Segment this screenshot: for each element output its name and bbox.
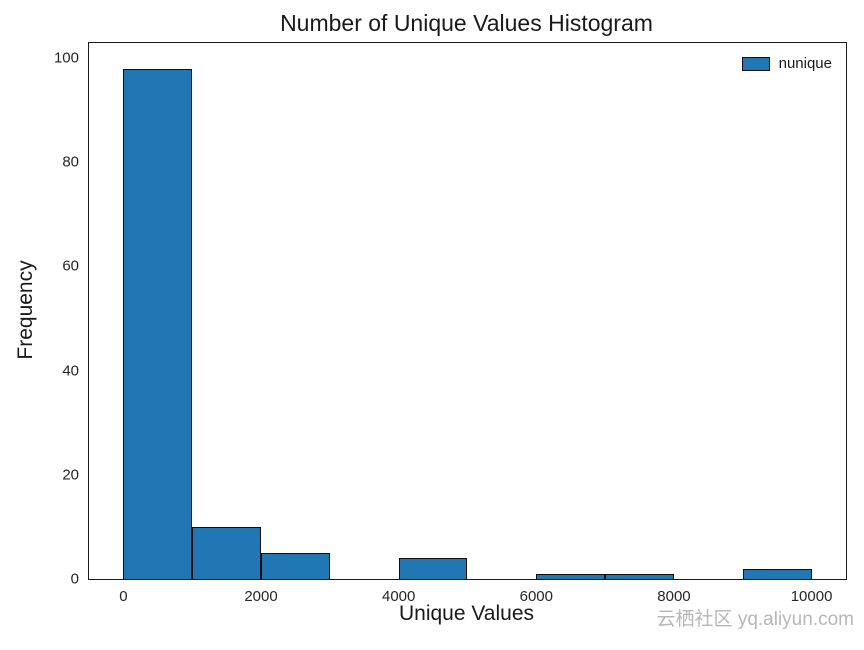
watermark: 云栖社区 yq.aliyun.com [656,609,854,630]
x-tick-label: 8000 [657,588,691,605]
x-tick-label: 4000 [381,588,416,605]
y-tick-label: 100 [53,49,79,67]
x-tick-label: 10000 [790,588,833,605]
histogram-bar [123,68,193,579]
histogram-bar [192,526,262,579]
histogram-bar [261,552,330,579]
x-tick-label: 6000 [519,588,553,605]
legend-color-swatch [741,56,770,71]
x-axis-label: Unique Values [398,602,535,625]
y-tick-label: 20 [62,466,79,484]
histogram-bar [536,573,606,579]
y-axis-label: Frequency [14,260,37,360]
y-tick-label: 0 [70,570,79,588]
plot-area: nunique 0 2000 4000 6000 8000 10000 0 20 40 60 80 1… [54,42,847,605]
histogram-bar [605,573,674,579]
y-tick-label: 40 [62,362,79,380]
legend: nunique [741,55,832,72]
y-tick-label: 60 [62,257,79,275]
y-tick-label: 80 [62,153,79,171]
histogram-bar [398,558,468,579]
legend-label: nunique [778,55,832,72]
x-tick-label: 2000 [244,588,278,605]
chart-title: Number of Unique Values Histogram [280,10,653,36]
histogram-bar [742,568,812,579]
x-tick-label: 0 [119,588,128,605]
